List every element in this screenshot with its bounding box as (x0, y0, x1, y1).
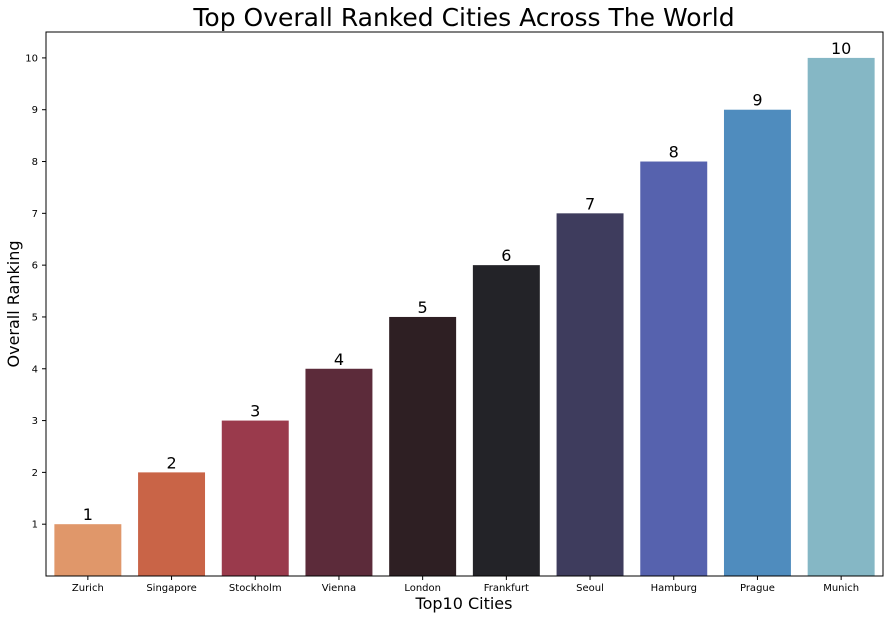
y-tick-label: 4 (32, 364, 38, 375)
bar-prague (723, 109, 791, 576)
y-axis-label: Overall Ranking (4, 241, 23, 368)
bar-stockholm (221, 420, 289, 576)
plot-frame (45, 31, 884, 577)
x-tick-label-singapore: Singapore (146, 583, 196, 594)
x-tick-label-frankfurt: Frankfurt (484, 583, 529, 594)
x-tick-label-stockholm: Stockholm (229, 583, 282, 594)
y-tick-label: 10 (25, 53, 38, 64)
y-tick-label: 9 (32, 105, 38, 116)
bar-zurich (54, 524, 122, 576)
chart-title: Top Overall Ranked Cities Across The Wor… (192, 3, 734, 32)
x-tick-label-prague: Prague (740, 583, 775, 594)
bar-frankfurt (472, 265, 540, 576)
data-label-seoul: 7 (585, 194, 595, 213)
y-tick-label: 1 (32, 520, 38, 531)
data-label-hamburg: 8 (669, 143, 679, 162)
x-tick-label-hamburg: Hamburg (651, 583, 697, 594)
y-tick-label: 2 (32, 468, 38, 479)
data-label-prague: 9 (752, 91, 762, 110)
x-axis-label: Top10 Cities (415, 594, 513, 613)
data-label-london: 5 (418, 298, 428, 317)
data-label-munich: 10 (831, 39, 851, 58)
bar-london (389, 316, 457, 576)
y-axis: 1 2 3 4 5 6 7 8 9 10 (25, 53, 46, 531)
x-tick-label-zurich: Zurich (72, 583, 104, 594)
bar-vienna (305, 368, 373, 576)
data-label-singapore: 2 (166, 453, 176, 472)
y-tick-label: 8 (32, 157, 38, 168)
y-tick-label: 7 (32, 209, 38, 220)
x-axis: Zurich Singapore Stockholm Vienna London Fran… (72, 576, 859, 594)
bar-munich (807, 57, 875, 576)
x-tick-label-seoul: Seoul (576, 583, 604, 594)
x-tick-label-vienna: Vienna (322, 583, 356, 594)
bar-singapore (138, 472, 206, 576)
y-tick-label: 3 (32, 416, 38, 427)
x-tick-label-munich: Munich (823, 583, 859, 594)
data-label-vienna: 4 (334, 350, 344, 369)
data-label-frankfurt: 6 (501, 246, 511, 265)
y-tick-label: 5 (32, 312, 38, 323)
data-label-stockholm: 3 (250, 402, 260, 421)
plot-area: 1 2 3 4 5 6 7 8 9 10 (54, 39, 875, 577)
data-label-zurich: 1 (83, 505, 93, 524)
x-tick-label-london: London (404, 583, 441, 594)
y-tick-label: 6 (32, 261, 38, 272)
bar-seoul (556, 213, 624, 577)
bar-hamburg (640, 161, 708, 576)
